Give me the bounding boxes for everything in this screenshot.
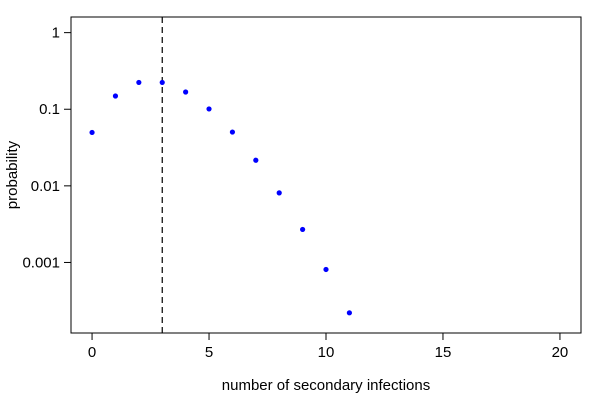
x-tick-label: 15	[435, 344, 452, 361]
data-point	[112, 93, 119, 99]
data-point	[346, 310, 352, 316]
data-points	[89, 79, 352, 316]
y-axis: 0.001 0.01 0.1 1	[22, 25, 71, 271]
x-axis-label: number of secondary infections	[222, 377, 430, 394]
y-tick-label: 0.001	[22, 254, 60, 271]
x-tick-label: 10	[318, 344, 335, 361]
x-tick-label: 5	[205, 344, 213, 361]
x-tick-label: 20	[552, 344, 569, 361]
plot-frame	[70, 16, 582, 334]
y-axis-label: probability	[4, 140, 21, 209]
data-point	[183, 89, 189, 95]
data-point	[323, 266, 329, 273]
data-point	[300, 226, 306, 233]
data-point	[159, 79, 165, 86]
data-point	[206, 106, 212, 112]
data-point	[136, 79, 142, 86]
x-tick-label: 0	[88, 344, 96, 361]
y-tick-label: 0.01	[31, 178, 60, 195]
data-point	[229, 129, 236, 135]
y-tick-label: 1	[52, 25, 60, 42]
data-point	[253, 157, 259, 163]
x-axis: 0 5 10 15 20	[88, 333, 568, 361]
data-point	[89, 129, 95, 136]
data-point	[276, 190, 282, 196]
y-tick-label: 0.1	[39, 101, 60, 118]
